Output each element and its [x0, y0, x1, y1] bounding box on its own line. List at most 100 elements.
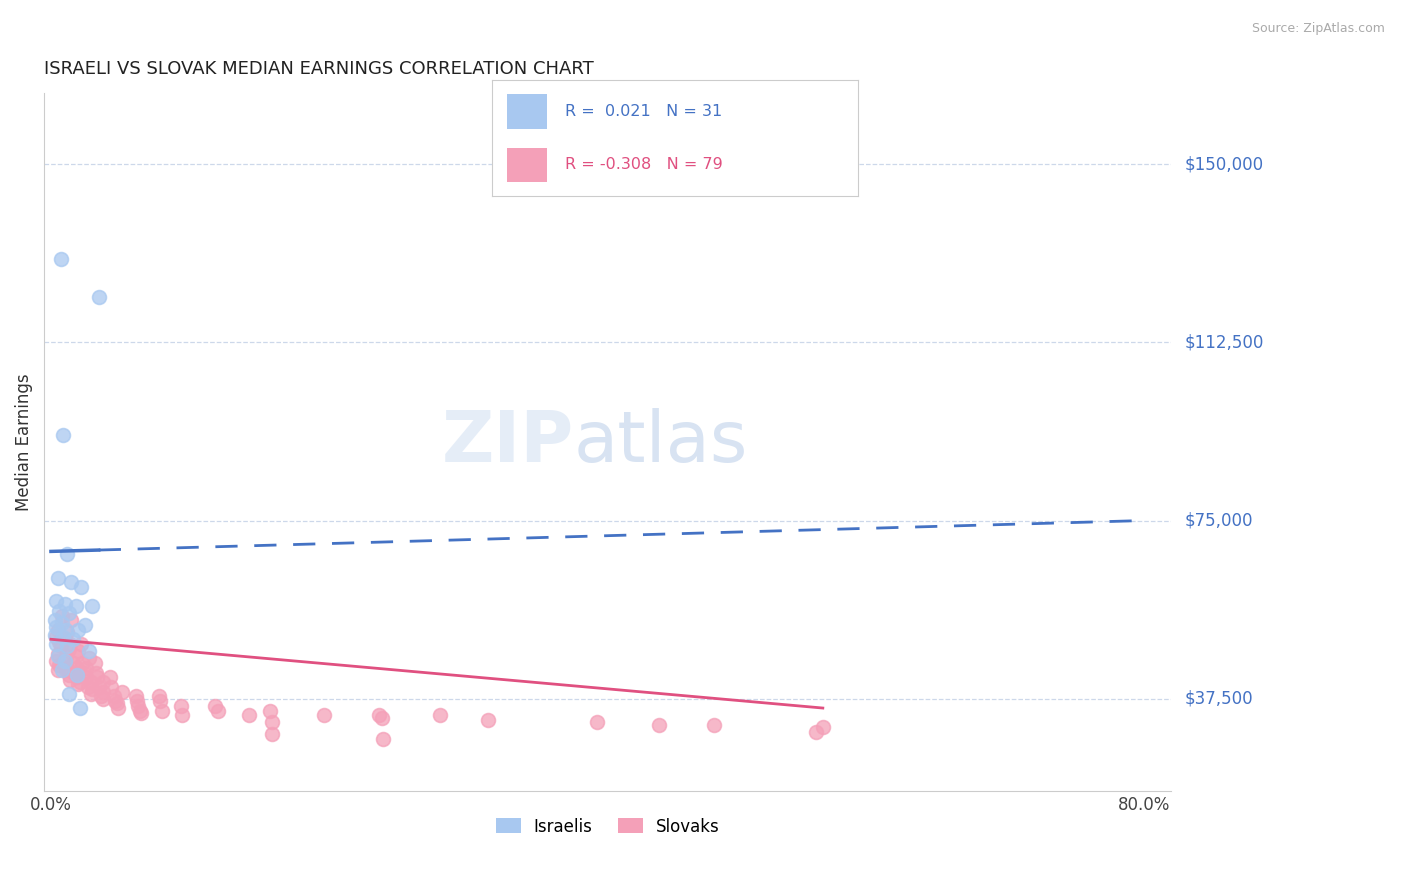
Point [127, 698, 149, 713]
Point [262, 715, 284, 730]
Point [60, 613, 83, 627]
Legend: Israelis, Slovaks: Israelis, Slovaks [489, 811, 727, 842]
Text: R =  0.021   N = 31: R = 0.021 N = 31 [565, 104, 723, 120]
Point [370, 711, 392, 725]
Point [69, 675, 91, 690]
Point [371, 732, 394, 747]
Point [58, 687, 80, 701]
Point [66, 670, 89, 684]
Point [70, 580, 93, 594]
Point [58, 606, 80, 620]
Point [56, 625, 79, 640]
Point [75, 670, 97, 684]
Y-axis label: Median Earnings: Median Earnings [15, 374, 32, 511]
Point [259, 704, 281, 718]
Point [44, 613, 66, 627]
Text: $112,500: $112,500 [1185, 334, 1264, 351]
Point [148, 690, 170, 704]
Point [86, 670, 108, 684]
Point [60, 575, 83, 590]
Point [46, 663, 69, 677]
Point [124, 690, 146, 704]
Point [51, 608, 73, 623]
Point [104, 694, 127, 708]
Point [56, 640, 79, 654]
Point [49, 252, 72, 267]
Point [172, 708, 194, 723]
Point [91, 691, 114, 706]
Text: $150,000: $150,000 [1185, 155, 1264, 173]
Point [128, 704, 150, 718]
Point [80, 682, 103, 697]
Text: atlas: atlas [574, 408, 748, 476]
Point [53, 654, 76, 668]
Point [150, 704, 173, 718]
Point [53, 597, 76, 611]
Point [238, 708, 260, 723]
Point [48, 604, 70, 618]
Point [46, 623, 69, 637]
Point [204, 698, 226, 713]
Point [56, 661, 79, 675]
Text: ISRAELI VS SLOVAK MEDIAN EARNINGS CORRELATION CHART: ISRAELI VS SLOVAK MEDIAN EARNINGS CORREL… [44, 60, 593, 78]
Point [149, 694, 172, 708]
Point [73, 665, 96, 680]
Point [45, 630, 67, 644]
Point [648, 718, 671, 732]
Point [811, 720, 834, 734]
Text: ZIP: ZIP [441, 408, 574, 476]
Point [45, 654, 67, 668]
Point [79, 675, 101, 690]
Point [77, 644, 100, 658]
Point [103, 690, 125, 704]
Point [51, 663, 73, 677]
Point [65, 648, 87, 663]
Point [46, 648, 69, 663]
Point [63, 665, 86, 680]
Point [48, 658, 70, 673]
Point [586, 715, 609, 730]
Point [75, 661, 97, 675]
Point [69, 701, 91, 715]
Point [56, 547, 79, 561]
Point [90, 690, 112, 704]
Point [66, 668, 89, 682]
Point [804, 725, 827, 739]
Point [91, 675, 114, 690]
Point [100, 680, 122, 694]
Point [314, 708, 336, 723]
Point [83, 656, 105, 670]
Point [70, 637, 93, 651]
Point [59, 637, 82, 651]
Text: $37,500: $37,500 [1185, 690, 1254, 707]
Point [65, 599, 87, 613]
Text: $75,000: $75,000 [1185, 511, 1254, 530]
Point [45, 620, 67, 634]
Point [55, 623, 77, 637]
Point [45, 637, 67, 651]
Point [67, 644, 90, 658]
Text: Source: ZipAtlas.com: Source: ZipAtlas.com [1251, 22, 1385, 36]
Point [46, 647, 69, 661]
Point [129, 706, 152, 720]
Point [55, 648, 77, 663]
Point [67, 677, 90, 691]
Text: R = -0.308   N = 79: R = -0.308 N = 79 [565, 157, 723, 172]
Point [76, 680, 98, 694]
Point [49, 640, 72, 654]
Point [170, 698, 193, 713]
Point [87, 290, 110, 304]
Point [91, 684, 114, 698]
Point [66, 661, 89, 675]
Point [55, 663, 77, 677]
Point [702, 718, 724, 732]
Point [52, 428, 75, 442]
Point [98, 670, 121, 684]
Point [58, 668, 80, 682]
FancyBboxPatch shape [506, 95, 547, 129]
Point [59, 673, 82, 687]
Point [111, 684, 134, 698]
Point [58, 641, 80, 656]
Point [46, 570, 69, 584]
Point [77, 651, 100, 665]
